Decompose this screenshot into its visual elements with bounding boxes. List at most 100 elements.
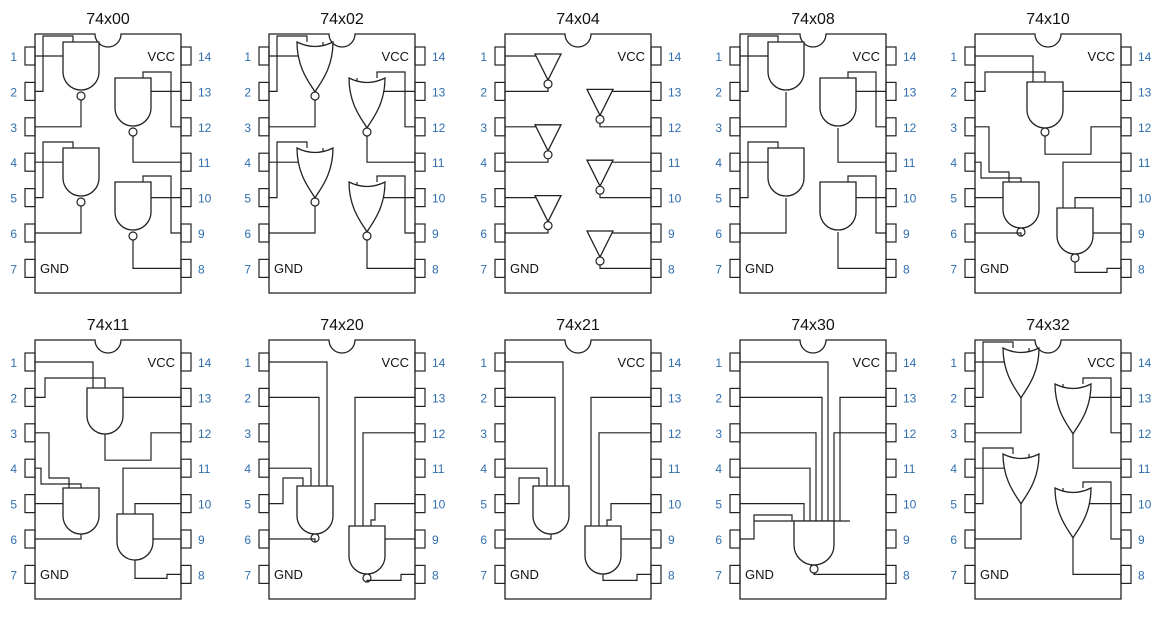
wire — [1072, 538, 1121, 576]
pin — [964, 152, 976, 172]
wire — [813, 573, 886, 576]
pin — [24, 81, 36, 102]
pin — [1120, 152, 1132, 172]
pin — [1120, 223, 1132, 243]
pin — [180, 258, 192, 278]
pin — [729, 152, 741, 172]
and-gate — [114, 181, 152, 231]
pin-number: 12 — [1138, 121, 1152, 135]
not-gate — [533, 194, 563, 224]
gnd-label: GND — [745, 567, 774, 582]
wire — [35, 361, 94, 388]
pin-number: 10 — [1138, 498, 1152, 512]
wire — [975, 232, 1022, 236]
pin-number: 4 — [10, 156, 17, 170]
wire — [740, 35, 779, 93]
pin — [414, 387, 426, 407]
pin — [24, 564, 36, 585]
pin-number: 2 — [950, 85, 957, 99]
pin-number: 6 — [715, 227, 722, 241]
pin-number: 3 — [715, 427, 722, 441]
pin — [258, 258, 270, 278]
wire — [505, 396, 556, 486]
pin — [729, 387, 741, 407]
pin-number: 4 — [950, 156, 957, 170]
pin — [24, 494, 36, 514]
inversion-bubble — [543, 150, 553, 160]
pin-number: 13 — [903, 391, 917, 405]
gnd-label: GND — [510, 567, 539, 582]
pin-number: 4 — [950, 462, 957, 476]
wire — [505, 158, 549, 163]
pin — [650, 258, 662, 278]
pin-number: 14 — [668, 356, 682, 370]
pin-number: 14 — [668, 50, 682, 64]
pin — [650, 223, 662, 243]
pin-number: 12 — [903, 121, 917, 135]
pin — [414, 423, 426, 443]
vcc-label: VCC — [853, 355, 880, 370]
chip-title: 74x04 — [556, 11, 600, 28]
pin-number: 11 — [668, 156, 681, 170]
chip-title: 74x20 — [320, 317, 364, 334]
pin-number: 13 — [432, 391, 446, 405]
pin-number: 12 — [198, 427, 212, 441]
chip-74x30: 74x30 1 14 2 13 3 12 4 11 5 10 6 9 7 8 VCC GND — [715, 317, 917, 600]
wire — [837, 128, 886, 163]
wire — [116, 388, 181, 398]
wire — [35, 432, 70, 488]
pin-number: 4 — [715, 156, 722, 170]
pin — [24, 423, 36, 443]
pin — [729, 81, 741, 102]
or-gate — [1002, 452, 1040, 506]
pin-number: 8 — [1138, 568, 1145, 582]
pin — [258, 46, 270, 66]
pin-number: 2 — [950, 391, 957, 405]
wire — [975, 447, 1014, 505]
pin — [729, 564, 741, 585]
pin — [494, 188, 506, 208]
or-gate — [348, 76, 386, 130]
wire — [1056, 82, 1121, 93]
pin — [180, 188, 192, 208]
pin-number: 3 — [244, 121, 251, 135]
pin — [24, 152, 36, 172]
and-gate — [584, 525, 622, 575]
chip-title: 74x02 — [320, 11, 364, 28]
pin-number: 9 — [903, 533, 910, 547]
chip-74x02: 74x02 1 14 2 13 3 12 4 11 5 10 6 9 7 8 VCC GND — [244, 11, 446, 294]
not-gate — [585, 159, 615, 188]
pin — [1120, 188, 1132, 208]
pin — [885, 423, 897, 443]
wire — [602, 573, 651, 582]
pin — [650, 46, 662, 66]
gnd-label: GND — [980, 567, 1009, 582]
and-gate — [1026, 81, 1064, 129]
chip-74x00: 74x00 1 14 2 13 3 12 4 11 5 10 6 9 7 8 VCC GND — [10, 11, 212, 294]
pin — [964, 46, 976, 66]
pin — [650, 81, 662, 102]
pin-number: 2 — [10, 85, 17, 99]
pin — [1120, 494, 1132, 514]
pin-number: 4 — [480, 462, 487, 476]
pin-number: 4 — [480, 156, 487, 170]
pin-number: 13 — [903, 85, 917, 99]
inversion-bubble — [310, 91, 320, 101]
chip-74x21: 74x21 1 14 2 13 3 12 4 11 5 10 6 9 7 8 VCC GND — [480, 317, 682, 600]
inversion-bubble — [1070, 253, 1080, 263]
wire — [598, 432, 651, 526]
pin — [650, 423, 662, 443]
pin-number: 11 — [198, 462, 211, 476]
pin — [414, 188, 426, 208]
wire — [740, 361, 829, 521]
pin-number: 6 — [950, 227, 957, 241]
pin-number: 5 — [480, 192, 487, 206]
and-gate — [86, 387, 124, 435]
chip-74x04: 74x04 1 14 2 13 3 12 4 11 5 10 6 9 7 8 VCC GND — [480, 11, 682, 294]
pin-number: 10 — [903, 498, 917, 512]
chip-outline — [34, 33, 182, 294]
and-gate — [532, 485, 570, 535]
pin — [964, 188, 976, 208]
pin-number: 4 — [244, 156, 251, 170]
